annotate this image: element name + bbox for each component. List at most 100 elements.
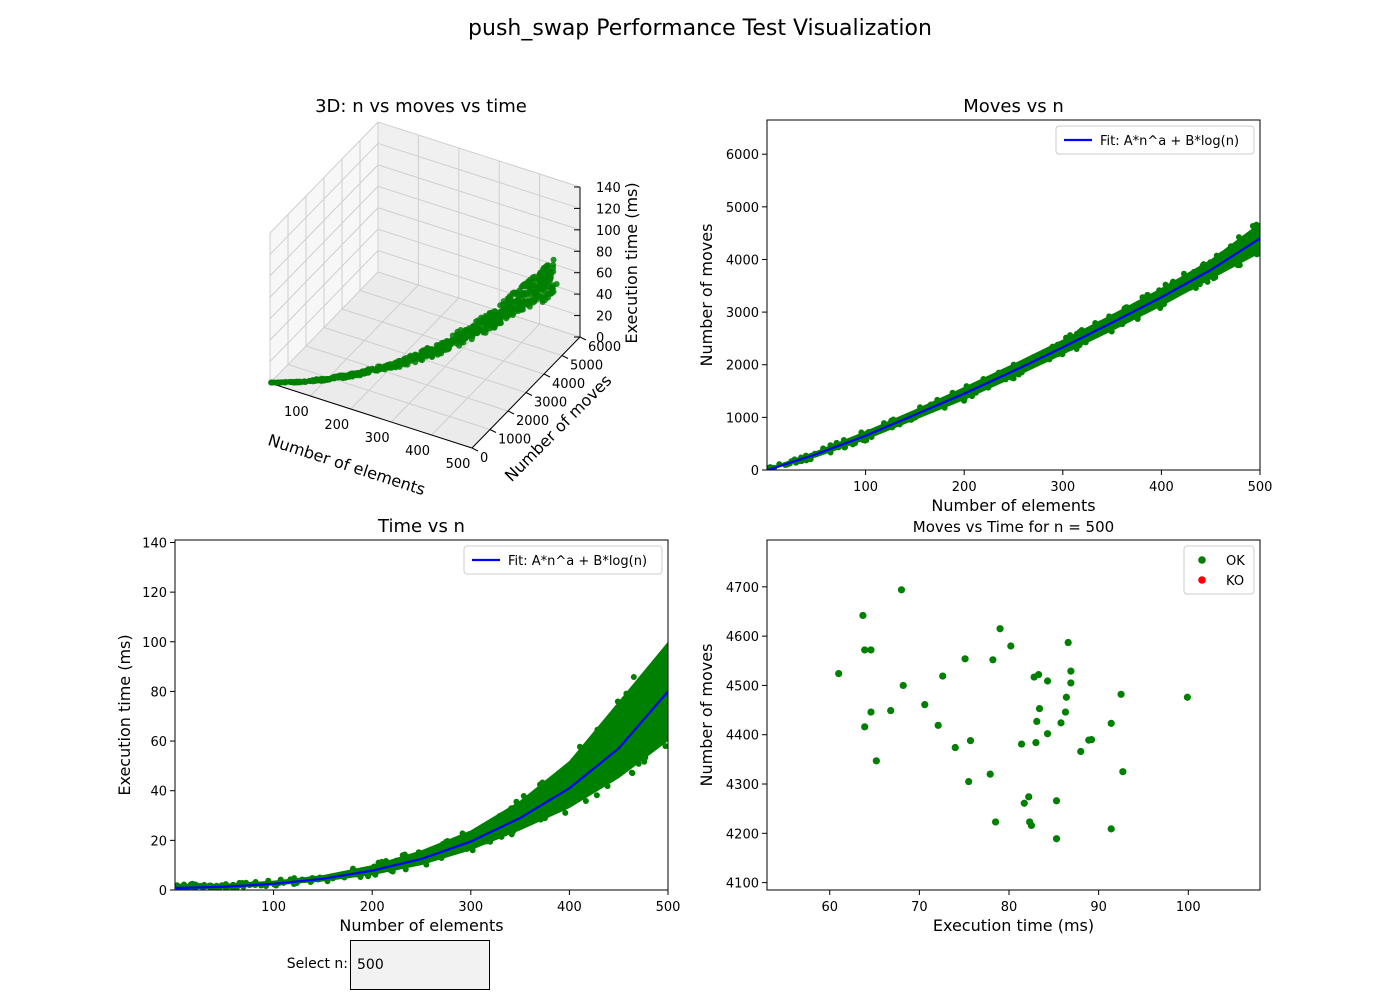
scatter-point — [1068, 344, 1075, 351]
scatter-point — [479, 827, 486, 834]
legend-label: OK — [1226, 554, 1245, 569]
y-tick — [561, 355, 569, 359]
y-tick-label: 4600 — [726, 630, 759, 645]
scatter-point — [442, 338, 449, 345]
scatter-point — [469, 847, 476, 854]
scatter-point — [448, 337, 455, 344]
figure-title: push_swap Performance Test Visualization — [468, 16, 932, 41]
scatter-point — [1136, 300, 1143, 307]
scatter-point — [655, 730, 662, 737]
scatter-point — [985, 384, 992, 391]
x-tick-label: 400 — [405, 444, 430, 459]
y-tick-label: 1000 — [726, 411, 759, 426]
x-tick-label: 200 — [360, 900, 385, 915]
scatter-point — [491, 308, 498, 315]
scatter-point — [409, 355, 416, 362]
y-tick-label: 2000 — [516, 414, 549, 429]
scatter-point — [934, 721, 942, 729]
scatter-point — [1215, 253, 1222, 260]
scatter-point — [538, 270, 545, 277]
scatter-point — [562, 776, 569, 783]
scatter-point — [1010, 361, 1017, 368]
y-tick-label: 60 — [150, 735, 167, 750]
scatter-point — [371, 870, 378, 877]
scatter-point — [522, 283, 529, 290]
y-tick-label: 2000 — [726, 359, 759, 374]
scatter-point — [540, 281, 547, 288]
scatter-point — [438, 854, 445, 861]
scatter-point — [473, 318, 480, 325]
scatter-point — [520, 793, 527, 800]
scatter-point — [572, 765, 579, 772]
scatter-point — [537, 781, 544, 788]
scatter-point — [497, 320, 504, 327]
scatter-point — [921, 701, 929, 709]
y-tick-label: 4200 — [726, 827, 759, 842]
y-tick-label: 5000 — [570, 359, 603, 374]
scatter-point — [965, 777, 973, 786]
scatter-point — [522, 289, 529, 296]
scatter-point — [634, 699, 641, 706]
scatter-point — [1087, 736, 1096, 744]
scatter-point — [518, 819, 525, 826]
select-n-input[interactable] — [350, 940, 490, 990]
scatter-point — [428, 346, 435, 353]
scatter-point — [861, 437, 868, 444]
scatter-point — [650, 739, 657, 746]
scatter-point — [1067, 667, 1075, 675]
scatter-point — [614, 698, 621, 705]
scatter-point — [443, 345, 450, 352]
scatter-point — [1190, 283, 1197, 290]
scatter-point — [995, 369, 1002, 376]
scatter-point — [428, 354, 435, 361]
scatter-point — [1249, 222, 1256, 229]
legend-label: KO — [1226, 574, 1244, 589]
scatter-point — [601, 733, 608, 740]
scatter-point — [506, 295, 513, 302]
scatter-point — [515, 303, 522, 310]
scatter-point — [383, 857, 390, 864]
grid-line — [269, 164, 581, 277]
scatter-point — [1210, 275, 1217, 282]
scatter-point — [1111, 313, 1118, 320]
y-tick-label: 1000 — [498, 433, 531, 448]
scatter-point — [872, 757, 880, 765]
scatter-point — [603, 777, 610, 784]
scatter-point — [509, 290, 516, 297]
scatter-point — [1096, 320, 1103, 327]
legend-box — [463, 545, 663, 575]
z-tick-label: 120 — [596, 202, 621, 217]
scatter-point — [469, 324, 476, 331]
scatter-point — [452, 848, 459, 855]
scatter-point — [507, 301, 514, 308]
scatter-point — [557, 769, 564, 776]
x-axis-label: Number of elements — [266, 430, 428, 499]
y-tick-label: 0 — [159, 884, 167, 899]
scatter-point — [547, 290, 554, 297]
scatter-point — [1061, 708, 1070, 716]
legend-box — [1055, 125, 1255, 155]
y-tick-label: 0 — [480, 451, 488, 466]
scatter-point — [513, 798, 520, 805]
scatter-point — [1059, 351, 1066, 358]
scatter-point — [1105, 325, 1112, 332]
plot-area — [175, 641, 668, 890]
scatter-point — [989, 656, 997, 664]
scatter-point — [282, 378, 289, 385]
x-tick-label: 100 — [853, 480, 878, 495]
scatter-point — [567, 762, 574, 769]
scatter-point — [576, 743, 583, 750]
scatter-point — [1199, 262, 1206, 269]
scatter-point — [1052, 835, 1061, 843]
scatter-point — [539, 297, 546, 304]
y-tick-label: 20 — [150, 834, 167, 849]
scatter-point — [1067, 679, 1075, 687]
scatter-point — [1204, 278, 1211, 285]
chart-title: 3D: n vs moves vs time — [315, 96, 527, 117]
scatter-point — [899, 681, 907, 690]
fit-line — [767, 237, 1260, 470]
scatter-point — [460, 331, 467, 338]
scatter-point — [503, 312, 510, 319]
legend-marker — [1198, 556, 1206, 564]
